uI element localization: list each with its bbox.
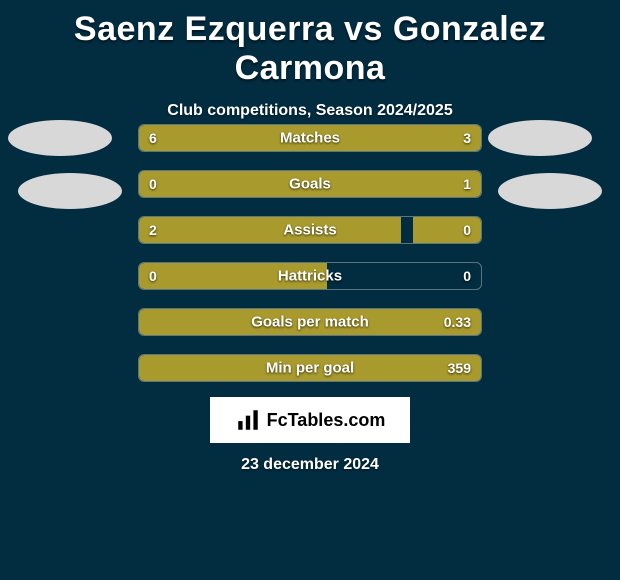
player-left-avatar xyxy=(8,120,112,156)
snapshot-date: 23 december 2024 xyxy=(0,456,620,474)
stat-row: Matches63 xyxy=(138,124,482,152)
player-left-avatar-2 xyxy=(18,173,122,209)
stat-bar-left xyxy=(139,309,481,335)
player-right-avatar xyxy=(488,120,592,156)
comparison-title: Saenz Ezquerra vs Gonzalez Carmona xyxy=(0,0,620,88)
stat-row: Hattricks00 xyxy=(138,262,482,290)
stat-bar-left xyxy=(139,355,481,381)
stat-bar-left xyxy=(139,125,367,151)
fctables-text: FcTables.com xyxy=(267,410,386,431)
stat-bar-right xyxy=(367,125,481,151)
comparison-subtitle: Club competitions, Season 2024/2025 xyxy=(0,102,620,120)
stat-row: Min per goal359 xyxy=(138,354,482,382)
stat-value-right: 0 xyxy=(463,268,471,284)
stat-row: Assists20 xyxy=(138,216,482,244)
stat-bar-left xyxy=(139,263,327,289)
stat-bar-right xyxy=(413,217,481,243)
stat-bars-container: Matches63 Goals01 Assists20 Hattricks00 Goal… xyxy=(138,124,482,400)
stat-row: Goals01 xyxy=(138,170,482,198)
fctables-badge: FcTables.com xyxy=(210,397,410,443)
player-right-avatar-2 xyxy=(498,173,602,209)
stat-bar-left xyxy=(139,217,401,243)
stat-bar-right xyxy=(139,171,481,197)
chart-icon xyxy=(235,407,261,433)
stat-row: Goals per match0.33 xyxy=(138,308,482,336)
